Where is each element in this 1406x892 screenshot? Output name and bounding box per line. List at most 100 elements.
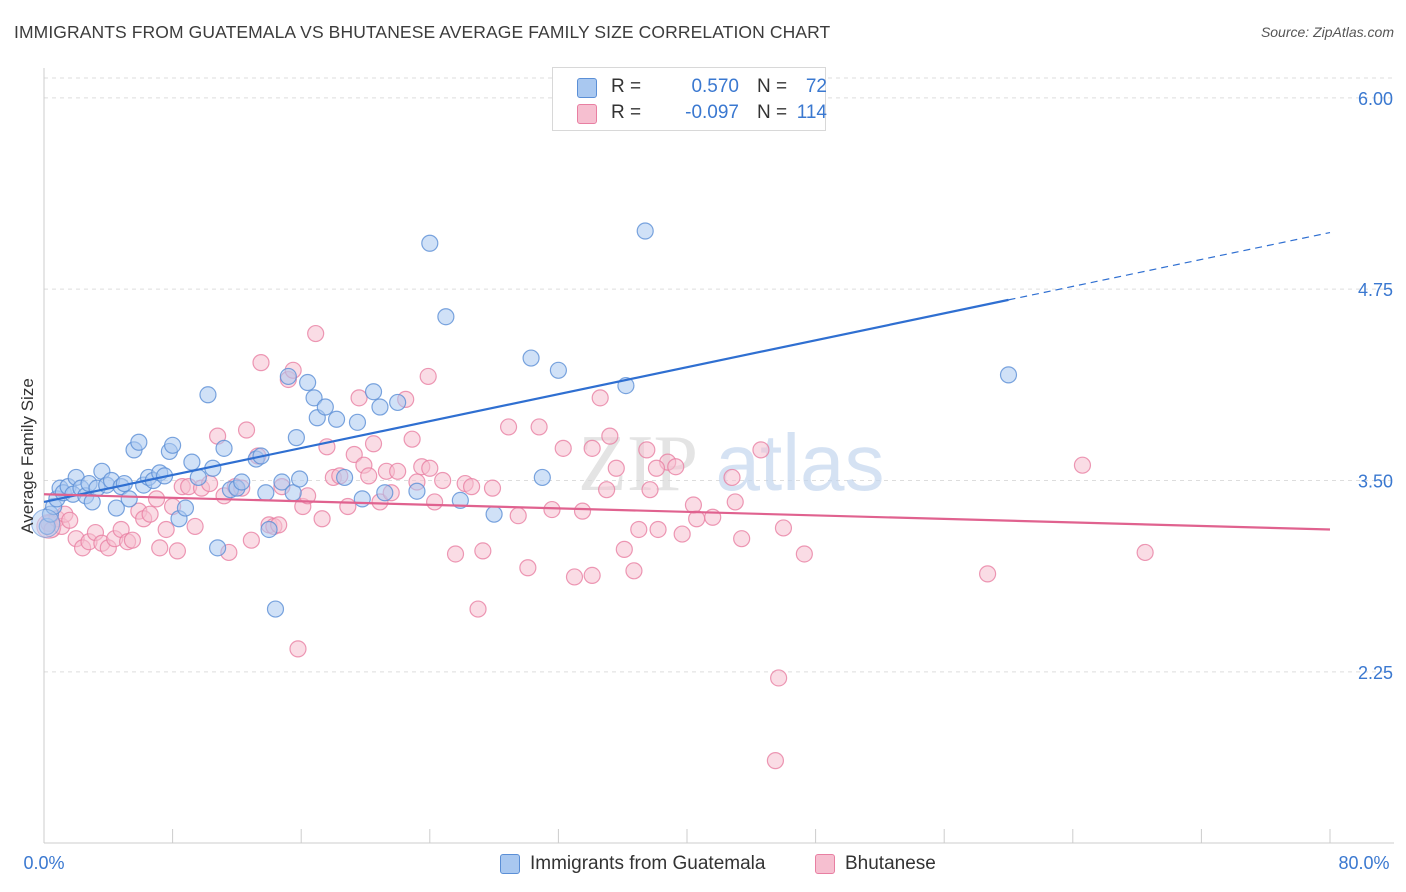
data-point-guatemala [437,308,455,326]
legend-n-label: N = [757,102,788,123]
data-point-bhutanese [667,458,685,476]
data-point-guatemala [299,373,317,392]
data-point-guatemala [183,453,201,471]
data-point-guatemala [107,499,125,517]
legend-n-label: N = [757,76,788,97]
data-point-bhutanese [554,439,572,457]
data-point-guatemala [533,468,551,487]
bottom-legend-swatch-bhutanese [815,854,835,874]
chart-title: IMMIGRANTS FROM GUATEMALA VS BHUTANESE A… [14,22,831,42]
y-tick-label: 4.75 [1358,280,1393,300]
legend-r-value: -0.097 [685,102,739,123]
data-point-bhutanese [360,467,378,485]
correlation-legend: R = 0.570 N = 72 R = -0.097 N = 114 [552,67,827,131]
data-point-bhutanese [583,566,601,585]
data-point-bhutanese [519,559,537,577]
data-point-guatemala [522,349,540,367]
data-point-bhutanese [242,531,260,549]
axes: 6.00 4.75 3.50 2.25 0.0% 80.0% [23,68,1394,873]
data-point-guatemala [999,366,1018,384]
data-point-guatemala [348,413,367,431]
data-point-bhutanese [625,562,643,580]
y-tick-label: 2.25 [1358,663,1393,683]
data-point-bhutanese [615,540,633,558]
data-point-guatemala [209,539,227,557]
data-point-bhutanese [61,511,79,529]
data-point-bhutanese [591,389,609,407]
data-point-guatemala [266,600,285,618]
data-point-bhutanese [307,324,325,343]
x-tick-label: 80.0% [1338,853,1389,873]
legend-swatch-guatemala [577,78,597,98]
data-point-guatemala [287,429,305,447]
data-point-bhutanese [289,640,307,658]
bottom-legend-label-guatemala: Immigrants from Guatemala [530,853,766,874]
data-point-bhutanese [649,520,667,539]
data-point-guatemala [353,490,371,508]
data-point-bhutanese [499,418,518,436]
data-point-guatemala [451,491,469,509]
data-point-bhutanese [530,418,548,436]
data-point-bhutanese [1073,456,1092,474]
data-point-bhutanese [123,531,142,549]
data-point-bhutanese [726,493,744,511]
data-point-bhutanese [638,441,656,459]
bottom-legend-label-bhutanese: Bhutanese [845,853,936,874]
chart-source: Source: ZipAtlas.com [1260,24,1394,40]
legend-n-value: 114 [796,102,827,123]
data-point-bhutanese [607,459,625,477]
data-point-bhutanese [313,510,331,528]
data-point-guatemala [636,222,654,240]
data-point-guatemala [389,393,407,412]
data-point-guatemala [305,389,323,407]
data-point-guatemala [273,473,291,491]
data-point-guatemala [260,520,278,539]
data-point-bhutanese [469,600,487,618]
data-point-guatemala [421,234,439,252]
trendline-bhutanese [43,493,1331,531]
data-point-bhutanese [598,481,616,499]
data-point-guatemala [336,468,354,487]
data-point-guatemala [279,367,297,386]
data-point-bhutanese [733,530,751,548]
data-point-bhutanese [141,505,159,523]
data-point-bhutanese [339,497,357,516]
legend-r-label: R = [611,102,642,123]
data-point-bhutanese [1136,543,1154,562]
data-point-guatemala [371,398,389,416]
data-point-guatemala [290,470,309,488]
legend-r-label: R = [611,76,642,97]
data-point-guatemala [257,484,275,502]
data-point-bhutanese [252,354,270,372]
data-point-bhutanese [421,459,439,477]
data-point-bhutanese [573,502,592,520]
data-point-bhutanese [630,520,648,539]
data-point-guatemala [120,490,138,508]
data-point-bhutanese [641,481,659,499]
data-point-guatemala [485,505,503,523]
data-point-guatemala [364,383,383,401]
watermark-atlas: atlas [716,418,885,507]
data-point-bhutanese [434,471,452,490]
data-point-guatemala [549,361,568,379]
data-point-bhutanese [979,565,997,583]
data-point-bhutanese [345,445,363,464]
data-point-bhutanese [673,525,691,543]
data-point-bhutanese [601,427,619,445]
trendline-guatemala-extension [1008,231,1331,301]
grid-lines [44,77,1394,673]
data-point-bhutanese [419,367,437,386]
data-point-guatemala [327,410,346,428]
data-point-bhutanese [389,462,407,480]
data-point-bhutanese [446,545,465,563]
y-tick-label: 6.00 [1358,89,1393,109]
x-tick-label: 0.0% [23,853,64,873]
data-point-bhutanese [774,519,793,537]
data-point-bhutanese [509,507,527,525]
data-point-bhutanese [474,542,492,560]
data-point-bhutanese [565,568,584,586]
data-point-guatemala [233,473,251,491]
data-point-bhutanese [168,542,187,560]
data-point-bhutanese [426,493,444,511]
data-point-bhutanese [350,389,368,407]
